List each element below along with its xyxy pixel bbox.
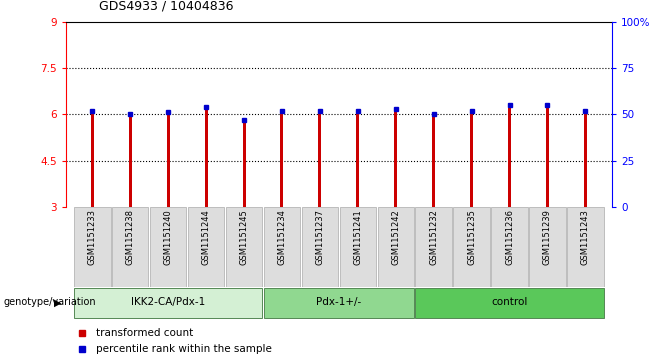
Text: GSM1151235: GSM1151235 bbox=[467, 209, 476, 265]
Bar bbox=[453, 207, 490, 287]
Bar bbox=[567, 207, 603, 287]
Bar bbox=[340, 207, 376, 287]
Text: GSM1151238: GSM1151238 bbox=[126, 209, 135, 265]
Bar bbox=[91, 110, 94, 207]
Bar bbox=[529, 207, 566, 287]
Text: Pdx-1+/-: Pdx-1+/- bbox=[316, 297, 361, 307]
Bar bbox=[74, 207, 111, 287]
Bar bbox=[415, 207, 452, 287]
Bar bbox=[302, 207, 338, 287]
Text: GSM1151233: GSM1151233 bbox=[88, 209, 97, 265]
Text: IKK2-CA/Pdx-1: IKK2-CA/Pdx-1 bbox=[131, 297, 205, 307]
Text: GSM1151239: GSM1151239 bbox=[543, 209, 552, 265]
Text: GSM1151245: GSM1151245 bbox=[240, 209, 249, 265]
Text: control: control bbox=[492, 297, 528, 307]
Bar bbox=[508, 107, 511, 207]
Bar bbox=[492, 207, 528, 287]
Text: GSM1151240: GSM1151240 bbox=[164, 209, 172, 265]
Bar bbox=[150, 207, 186, 287]
Text: GSM1151236: GSM1151236 bbox=[505, 209, 514, 265]
Bar bbox=[264, 288, 414, 318]
Bar bbox=[205, 107, 208, 207]
Bar bbox=[243, 119, 245, 207]
Text: transformed count: transformed count bbox=[96, 328, 193, 338]
Text: GSM1151237: GSM1151237 bbox=[315, 209, 324, 265]
Bar bbox=[280, 111, 284, 207]
Bar bbox=[470, 111, 473, 207]
Bar bbox=[584, 111, 587, 207]
Bar bbox=[378, 207, 414, 287]
Bar bbox=[357, 111, 359, 207]
Text: GSM1151241: GSM1151241 bbox=[353, 209, 363, 265]
Bar bbox=[74, 288, 263, 318]
Bar bbox=[432, 113, 435, 207]
Text: percentile rank within the sample: percentile rank within the sample bbox=[96, 344, 272, 354]
Text: GSM1151244: GSM1151244 bbox=[201, 209, 211, 265]
Text: GSM1151234: GSM1151234 bbox=[278, 209, 286, 265]
Text: GSM1151232: GSM1151232 bbox=[429, 209, 438, 265]
Bar bbox=[546, 107, 549, 207]
Bar bbox=[188, 207, 224, 287]
Bar bbox=[226, 207, 263, 287]
Text: genotype/variation: genotype/variation bbox=[3, 297, 96, 307]
Text: GDS4933 / 10404836: GDS4933 / 10404836 bbox=[99, 0, 233, 13]
Bar bbox=[112, 207, 149, 287]
Bar bbox=[394, 110, 397, 207]
Bar bbox=[415, 288, 603, 318]
Bar bbox=[264, 207, 300, 287]
Bar bbox=[166, 113, 170, 207]
Text: GSM1151242: GSM1151242 bbox=[392, 209, 400, 265]
Text: GSM1151243: GSM1151243 bbox=[581, 209, 590, 265]
Bar bbox=[129, 114, 132, 207]
Bar bbox=[318, 111, 321, 207]
Text: ▶: ▶ bbox=[54, 297, 62, 307]
